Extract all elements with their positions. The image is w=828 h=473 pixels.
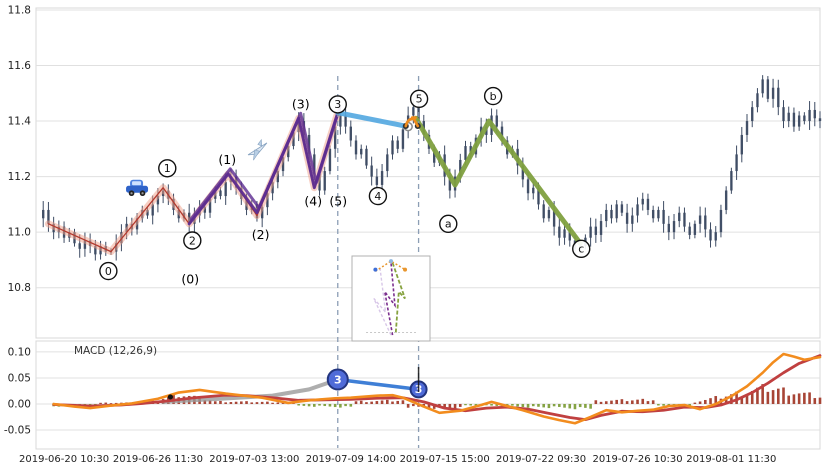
macd-wave-marker: 3 xyxy=(326,368,349,391)
scooter-icon xyxy=(402,116,421,130)
macd-content: 33 xyxy=(52,352,822,425)
wave-label-circled: 0 xyxy=(99,261,118,281)
macd-line xyxy=(52,352,822,425)
svg-text:3: 3 xyxy=(334,373,342,386)
wave-label-circled: 5 xyxy=(409,89,429,109)
price-ytick: 10.8 xyxy=(8,282,31,294)
wave-label-plain: (1) xyxy=(218,152,236,167)
price-ytick: 11.4 xyxy=(8,116,32,128)
svg-text:2: 2 xyxy=(189,234,196,247)
svg-text:3: 3 xyxy=(334,98,341,111)
wave-label-plain: (5) xyxy=(329,194,347,209)
svg-text:4: 4 xyxy=(374,190,381,203)
macd-signal-line xyxy=(52,354,822,421)
wave-label-circled: 3 xyxy=(328,95,347,114)
xtick-label: 2019-08-01 11:30 xyxy=(686,454,776,465)
wave-label-plain: (2) xyxy=(252,227,270,242)
wave-label-plain: (3) xyxy=(292,96,310,111)
price-ytick: 11.0 xyxy=(8,227,31,239)
wave-label-circled: c xyxy=(572,239,591,259)
wave-abc-green xyxy=(413,115,583,246)
macd-ytick: 0.10 xyxy=(8,346,31,358)
xtick-label: 2019-07-22 09:30 xyxy=(496,454,586,465)
macd-ytick: 0.00 xyxy=(8,398,31,410)
svg-text:c: c xyxy=(578,243,584,256)
macd-black-dot xyxy=(167,394,174,400)
macd-gray-segment xyxy=(161,377,340,404)
wave-labels: (0) (1) (2) (3) (4) (5) 0 1 2 3 4 5 a b c xyxy=(99,86,591,286)
svg-text:1: 1 xyxy=(164,162,171,175)
svg-text:b: b xyxy=(490,90,497,103)
roadmap-inset xyxy=(351,255,431,342)
wave-label-circled: a xyxy=(439,214,458,234)
price-ytick: 11.6 xyxy=(8,60,32,72)
xtick-label: 2019-06-26 11:30 xyxy=(113,454,203,465)
wave-label-circled: 4 xyxy=(368,186,388,206)
macd-ytick: 0.05 xyxy=(8,372,31,384)
wave-overlays xyxy=(44,106,583,256)
wave-label-circled: b xyxy=(483,86,503,106)
wave-label-circled: 1 xyxy=(158,159,177,178)
svg-text:5: 5 xyxy=(416,93,423,106)
wave-label-plain: (4) xyxy=(304,194,322,209)
xtick-label: 2019-07-15 15:00 xyxy=(400,454,490,465)
xtick-label: 2019-07-09 14:00 xyxy=(306,454,396,465)
xtick-label: 2019-07-03 13:00 xyxy=(209,454,299,465)
wave-label-plain: (0) xyxy=(181,271,199,286)
macd-panel xyxy=(35,340,821,450)
wave-label-circled: 2 xyxy=(183,231,202,250)
price-ytick: 11.2 xyxy=(8,171,31,183)
car-icon xyxy=(126,179,149,197)
xtick-label: 2019-06-20 10:30 xyxy=(19,454,109,465)
svg-text:0: 0 xyxy=(105,265,112,278)
macd-blue-segment xyxy=(336,377,421,392)
svg-text:a: a xyxy=(445,218,452,231)
wave-wave4-blue xyxy=(335,110,411,130)
xtick-label: 2019-07-26 10:30 xyxy=(592,454,682,465)
plane-icon xyxy=(247,138,268,161)
macd-ytick: -0.05 xyxy=(4,425,31,437)
price-ytick: 11.8 xyxy=(8,4,31,16)
